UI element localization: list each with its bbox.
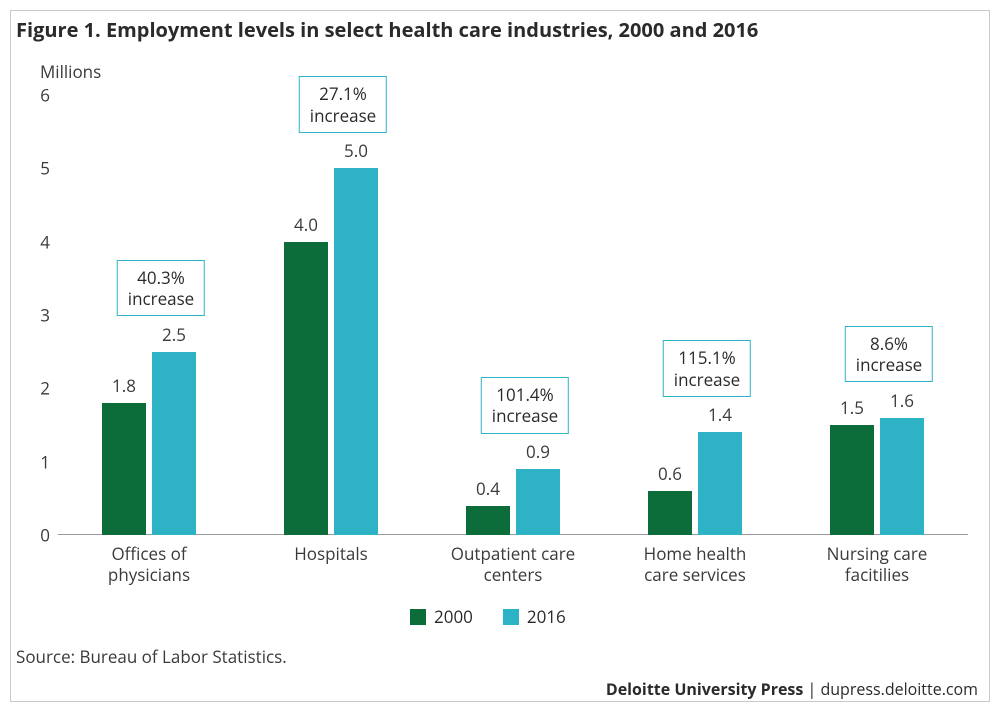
category-label: Outpatient carecenters [428, 543, 598, 586]
source-note: Source: Bureau of Labor Statistics. [16, 645, 287, 668]
bar [102, 403, 146, 535]
legend-swatch [410, 609, 426, 625]
bar [466, 506, 510, 535]
ytick-label: 4 [30, 230, 50, 253]
increase-callout: 115.1%increase [663, 340, 751, 397]
bar [152, 352, 196, 535]
bar [516, 469, 560, 535]
ytick-label: 0 [30, 524, 50, 547]
legend: 2000 2016 [410, 605, 566, 628]
footer-credit: Deloitte University Press | dupress.delo… [606, 678, 978, 700]
bar [334, 168, 378, 535]
ytick-label: 3 [30, 304, 50, 327]
bar-value-label: 2.5 [149, 323, 199, 346]
increase-callout: 40.3%increase [117, 260, 205, 317]
footer-url: dupress.deloitte.com [820, 678, 978, 700]
bar-value-label: 1.8 [99, 374, 149, 397]
bar-value-label: 5.0 [331, 139, 381, 162]
bar-value-label: 0.4 [463, 477, 513, 500]
bar-value-label: 0.6 [645, 462, 695, 485]
legend-item: 2000 [410, 605, 473, 628]
legend-swatch [503, 609, 519, 625]
ytick-label: 5 [30, 157, 50, 180]
bar-value-label: 1.6 [877, 389, 927, 412]
footer-brand: Deloitte University Press [606, 678, 804, 700]
ytick-label: 2 [30, 377, 50, 400]
category-label: Offices ofphysicians [64, 543, 234, 586]
legend-label: 2000 [434, 605, 473, 628]
bar-value-label: 1.4 [695, 403, 745, 426]
bar-value-label: 4.0 [281, 213, 331, 236]
bar-value-label: 1.5 [827, 396, 877, 419]
footer-separator: | [803, 678, 820, 700]
bar [648, 491, 692, 535]
category-label: Hospitals [246, 543, 416, 564]
increase-callout: 101.4%increase [481, 377, 569, 434]
bar [880, 418, 924, 535]
y-axis-title: Millions [40, 60, 101, 83]
increase-callout: 27.1%increase [299, 76, 387, 133]
bar [698, 432, 742, 535]
ytick-label: 1 [30, 450, 50, 473]
bar-value-label: 0.9 [513, 440, 563, 463]
legend-item: 2016 [503, 605, 566, 628]
legend-label: 2016 [527, 605, 566, 628]
chart-title: Figure 1. Employment levels in select he… [16, 16, 758, 43]
category-label: Home healthcare services [610, 543, 780, 586]
increase-callout: 8.6%increase [845, 326, 933, 383]
category-label: Nursing carefacitilies [792, 543, 962, 586]
bar [830, 425, 874, 535]
bar [284, 242, 328, 535]
ytick-label: 6 [30, 84, 50, 107]
